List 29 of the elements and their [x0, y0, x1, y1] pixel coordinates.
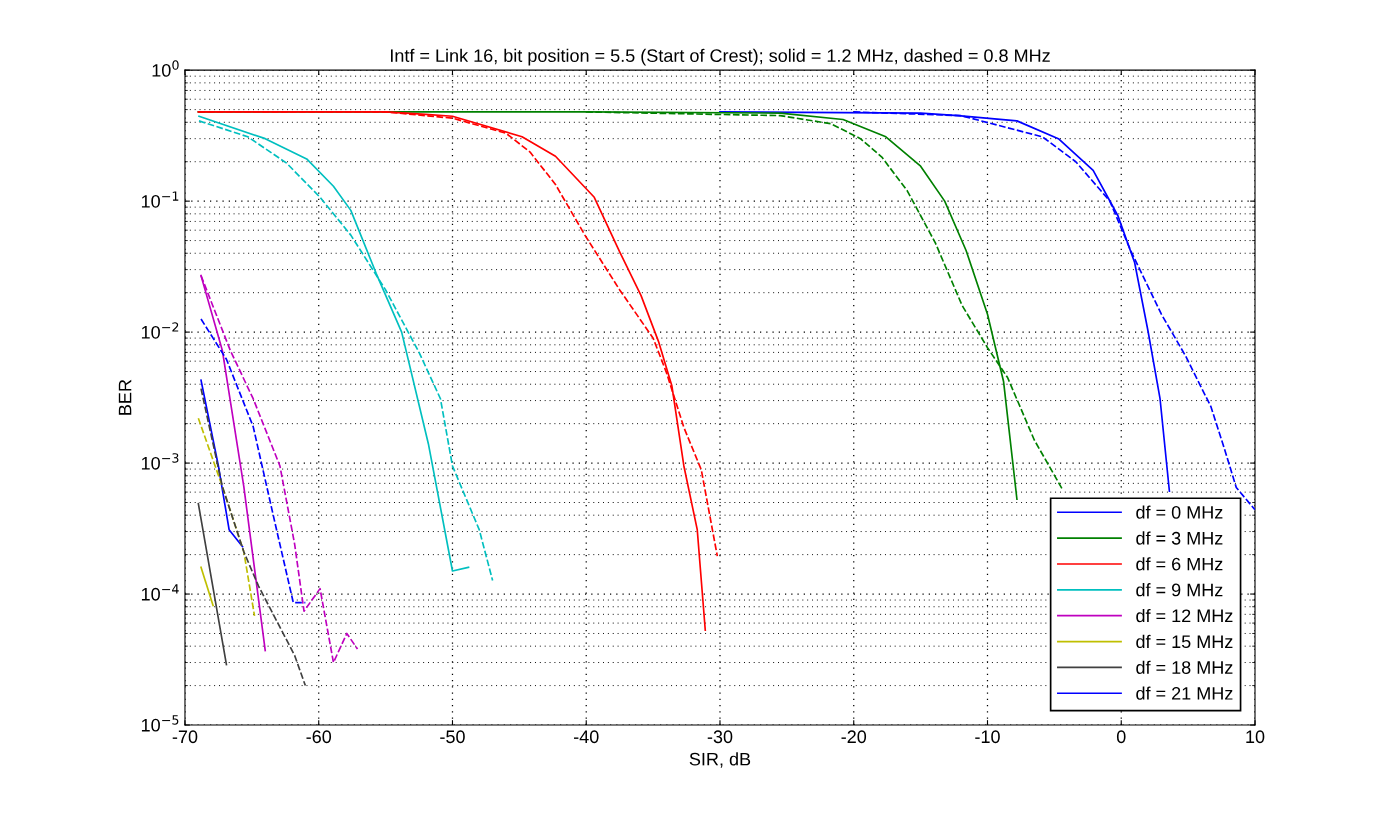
x-axis-title: SIR, dB: [689, 752, 751, 768]
x-tick-label: -50: [440, 730, 465, 744]
x-tick-label: 0: [1116, 730, 1126, 744]
legend-label: df = 18 MHz: [1136, 660, 1233, 674]
legend-label: df = 9 MHz: [1136, 583, 1223, 597]
y-tick-label: 10$^{0}$: [152, 60, 179, 77]
x-tick-label: -40: [573, 730, 599, 744]
y-tick-label: 10$^{−3}$: [141, 453, 179, 470]
y-tick-label: 10$^{−4}$: [141, 584, 179, 601]
line-series: [200, 379, 244, 548]
legend-label: df = 6 MHz: [1136, 557, 1223, 571]
x-tick-label: -10: [975, 730, 1000, 744]
x-tick-label: -20: [841, 730, 867, 744]
line-series: [200, 387, 307, 687]
line-series: [200, 318, 307, 604]
x-tick-label: -70: [172, 730, 198, 744]
legend-label: df = 15 MHz: [1136, 634, 1233, 649]
y-axis-title: BER: [118, 379, 132, 415]
legend-label: df = 12 MHz: [1136, 608, 1233, 623]
x-tick-label: 10: [1246, 730, 1265, 744]
y-tick-label: 10$^{−1}$: [141, 191, 179, 208]
chart-title: Intf = Link 16, bit position = 5.5 (Start of Crest); solid = 1.2 MHz, dashed = 0.8 MHz: [390, 48, 1050, 66]
legend-label: df = 3 MHz: [1136, 531, 1223, 545]
y-tick-label: 10$^{−5}$: [141, 715, 179, 732]
x-tick-label: -60: [306, 730, 332, 744]
legend-label: df = 0 MHz: [1136, 505, 1223, 519]
x-tick-label: -30: [707, 730, 733, 744]
y-tick-label: 10$^{−2}$: [141, 322, 179, 339]
legend-label: df = 21 MHz: [1136, 686, 1233, 700]
